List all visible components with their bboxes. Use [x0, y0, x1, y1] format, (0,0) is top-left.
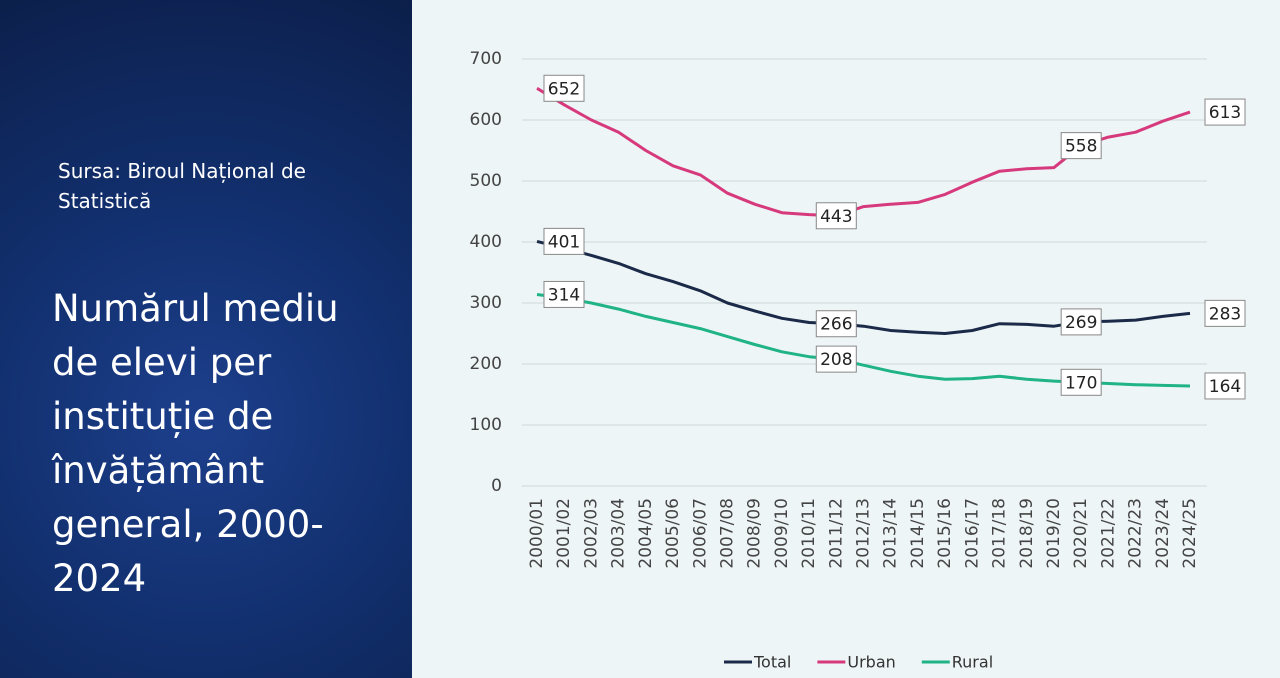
data-label-text: 266: [820, 315, 852, 335]
data-label: 314: [543, 280, 585, 308]
data-label-text: 164: [1209, 377, 1241, 397]
legend-label: Rural: [952, 653, 993, 672]
data-label-text: 314: [548, 285, 580, 305]
x-tick-label: 2002/03: [581, 498, 601, 569]
x-tick-label: 2022/23: [1126, 498, 1146, 569]
x-tick-label: 2004/05: [636, 498, 656, 569]
y-tick-label: 300: [470, 293, 502, 313]
legend-label: Urban: [847, 653, 895, 672]
x-tick-label: 2007/08: [717, 498, 737, 569]
data-label: 164: [1204, 372, 1246, 400]
data-label-text: 443: [820, 207, 852, 227]
x-tick-label: 2016/17: [962, 498, 982, 569]
x-tick-label: 2023/24: [1153, 498, 1173, 569]
data-label: 283: [1204, 299, 1246, 327]
data-label-box: [1204, 299, 1246, 327]
y-tick-label: 500: [470, 171, 502, 191]
x-tick-label: 2024/25: [1180, 498, 1200, 569]
x-tick-label: 2014/15: [908, 498, 928, 569]
data-label-text: 269: [1065, 313, 1097, 333]
data-label: 613: [1204, 98, 1246, 126]
data-label-text: 283: [1209, 304, 1241, 324]
data-label-text: 170: [1065, 373, 1097, 393]
data-label: 269: [1060, 308, 1102, 336]
data-label: 443: [815, 202, 857, 230]
data-label: 652: [543, 74, 585, 102]
data-label: 208: [815, 345, 857, 373]
data-label-box: [1060, 308, 1102, 336]
data-label-box: [815, 345, 857, 373]
source: Sursa: Biroul Național de Statistică: [58, 159, 306, 213]
y-tick-label: 0: [491, 476, 502, 496]
x-tick-label: 2010/11: [799, 498, 819, 569]
data-label: 170: [1060, 368, 1102, 396]
data-label: 266: [815, 310, 857, 338]
x-tick-label: 2017/18: [990, 498, 1010, 569]
x-tick-label: 2020/21: [1071, 498, 1091, 569]
x-tick-label: 2018/19: [1017, 498, 1037, 569]
x-tick-label: 2012/13: [854, 498, 874, 569]
x-tick-label: 2009/10: [772, 498, 792, 569]
data-label: 558: [1060, 132, 1102, 160]
data-label-text: 208: [820, 350, 852, 370]
data-label-box: [1060, 368, 1102, 396]
x-tick-label: 2008/09: [745, 498, 765, 569]
data-label-box: [1204, 372, 1246, 400]
data-label-box: [1060, 132, 1102, 160]
data-label-box: [1204, 98, 1246, 126]
data-label-text: 652: [548, 79, 580, 99]
data-label-box: [543, 74, 585, 102]
data-label-text: 558: [1065, 137, 1097, 157]
x-tick-label: 2005/06: [663, 498, 683, 569]
title: Numărul mediu de elevi per instituție de…: [52, 287, 339, 600]
x-tick-label: 2011/12: [826, 498, 846, 569]
x-tick-label: 2021/22: [1098, 498, 1118, 569]
y-tick-label: 400: [470, 232, 502, 252]
y-tick-label: 100: [470, 415, 502, 435]
legend-label: Total: [753, 653, 791, 672]
y-tick-label: 200: [470, 354, 502, 374]
data-label-box: [815, 310, 857, 338]
x-tick-label: 2001/02: [554, 498, 574, 569]
side-panel: Sursa: Biroul Național de Statistică Num…: [0, 0, 412, 678]
data-label-box: [815, 202, 857, 230]
data-label-text: 401: [548, 232, 580, 252]
data-label-box: [543, 280, 585, 308]
x-tick-label: 2000/01: [527, 498, 547, 569]
x-tick-label: 2006/07: [690, 498, 710, 569]
chart: 0 100 200 300 400 500 600 700 2000/01 2001/02 2002…: [470, 49, 1246, 672]
data-label: 401: [543, 227, 585, 255]
x-tick-label: 2013/14: [881, 498, 901, 569]
x-tick-label: 2019/20: [1044, 498, 1064, 569]
y-tick-label: 600: [470, 110, 502, 130]
data-label-text: 613: [1209, 103, 1241, 123]
x-tick-label: 2015/16: [935, 498, 955, 569]
x-tick-label: 2003/04: [609, 498, 629, 569]
y-tick-label: 700: [470, 49, 502, 69]
data-label-box: [543, 227, 585, 255]
